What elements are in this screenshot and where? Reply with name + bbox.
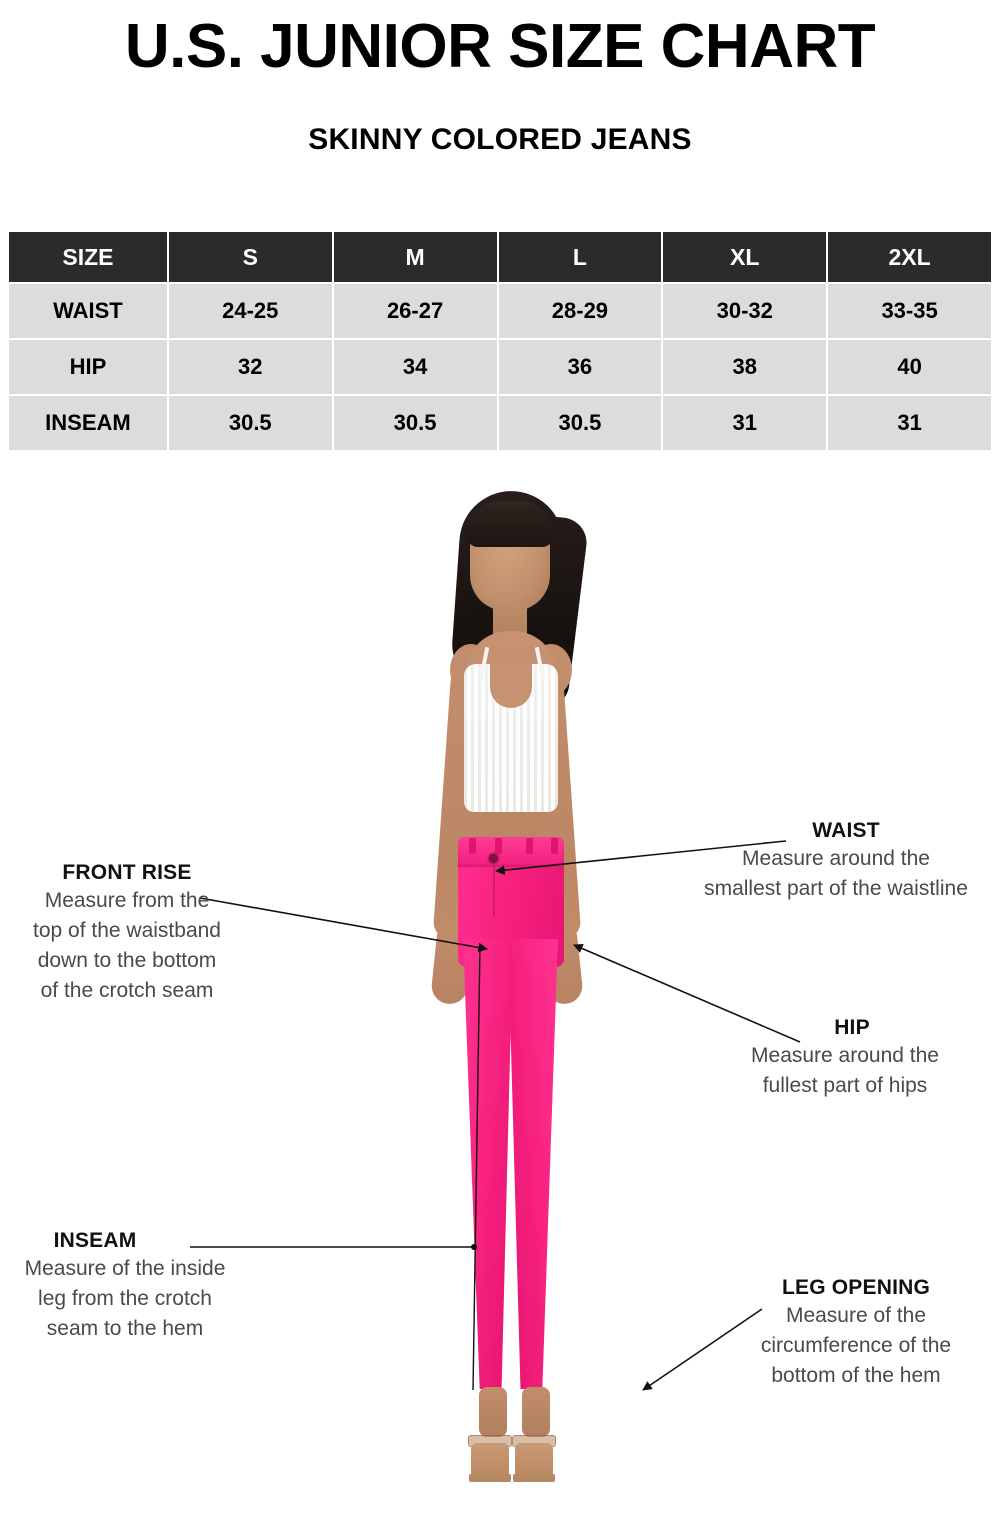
cell-hip-s: 32 <box>168 340 332 394</box>
ankle-right <box>522 1387 550 1437</box>
cell-waist-s: 24-25 <box>168 284 332 338</box>
shoe-right <box>512 1427 556 1485</box>
ankle-left <box>479 1387 507 1437</box>
crop-top-neckline <box>490 662 532 708</box>
table-header-size: SIZE <box>9 232 167 282</box>
cell-inseam-m: 30.5 <box>333 396 497 450</box>
annotation-front-rise-line3: down to the bottom <box>37 948 217 972</box>
size-chart-table: SIZE S M L XL 2XL WAIST 24-25 26-27 28-2… <box>7 230 993 452</box>
annotation-leg-opening-line2: circumference of the <box>760 1334 952 1358</box>
shoe-foot <box>471 1443 509 1477</box>
belt-loop <box>469 838 476 854</box>
shoe-foot <box>515 1443 553 1477</box>
table-header-xl: XL <box>663 232 827 282</box>
annotation-front-rise: FRONT RISE Measure from the top of the w… <box>2 859 252 1006</box>
table-header-s: S <box>168 232 332 282</box>
annotation-front-rise-line4: of the crotch seam <box>40 978 214 1002</box>
annotation-inseam-line1: Measure of the inside <box>24 1257 226 1281</box>
belt-loop <box>495 838 502 854</box>
cell-inseam-xl: 31 <box>663 396 827 450</box>
cell-inseam-s: 30.5 <box>168 396 332 450</box>
annotation-hip-label: HIP <box>834 1016 870 1039</box>
cell-hip-xl: 38 <box>663 340 827 394</box>
cell-inseam-2xl: 31 <box>828 396 991 450</box>
row-label-waist: WAIST <box>9 284 167 338</box>
jeans-button <box>489 854 498 863</box>
annotation-inseam-line2: leg from the crotch <box>38 1287 212 1311</box>
belt-loop <box>551 838 558 854</box>
row-label-hip: HIP <box>9 340 167 394</box>
annotation-hip: HIP Measure around the fullest part of h… <box>700 1014 990 1101</box>
cell-inseam-l: 30.5 <box>498 396 662 450</box>
table-header-row: SIZE S M L XL 2XL <box>9 232 991 282</box>
annotation-front-rise-line2: top of the waistband <box>33 919 221 943</box>
cell-waist-2xl: 33-35 <box>828 284 991 338</box>
annotation-leg-opening-line3: bottom of the hem <box>771 1363 941 1387</box>
jeans-leg-left <box>463 939 513 1389</box>
cell-hip-m: 34 <box>333 340 497 394</box>
cell-waist-l: 28-29 <box>498 284 662 338</box>
shoe-sole <box>469 1474 511 1482</box>
hair-front <box>466 501 554 547</box>
cell-waist-xl: 30-32 <box>663 284 827 338</box>
annotation-leg-opening-label: LEG OPENING <box>781 1276 931 1299</box>
annotation-waist-label: WAIST <box>812 819 880 842</box>
table-header-2xl: 2XL <box>828 232 991 282</box>
cell-waist-m: 26-27 <box>333 284 497 338</box>
cell-hip-2xl: 40 <box>828 340 991 394</box>
annotation-hip-line2: fullest part of hips <box>762 1074 928 1098</box>
jeans-fly-seam <box>493 865 495 917</box>
annotation-hip-line1: Measure around the <box>751 1044 939 1068</box>
shoe-sole <box>513 1474 555 1482</box>
annotation-waist-line2: smallest part of the waistline <box>704 877 968 901</box>
table-row: INSEAM 30.5 30.5 30.5 31 31 <box>9 396 991 450</box>
annotation-waist-line1: Measure around the <box>742 847 930 871</box>
table-header-m: M <box>333 232 497 282</box>
annotation-inseam-label: INSEAM <box>53 1229 137 1252</box>
annotation-leg-opening: LEG OPENING Measure of the circumference… <box>722 1274 990 1391</box>
annotation-leg-opening-line1: Measure of the <box>785 1304 927 1328</box>
annotation-front-rise-line1: Measure from the <box>44 889 210 913</box>
page-subtitle: SKINNY COLORED JEANS <box>308 123 692 157</box>
annotation-front-rise-label: FRONT RISE <box>62 861 192 884</box>
table-header-l: L <box>498 232 662 282</box>
table-row: WAIST 24-25 26-27 28-29 30-32 33-35 <box>9 284 991 338</box>
row-label-inseam: INSEAM <box>9 396 167 450</box>
annotation-inseam-line3: seam to the hem <box>46 1316 204 1340</box>
cell-hip-l: 36 <box>498 340 662 394</box>
annotation-waist: WAIST Measure around the smallest part o… <box>672 817 1000 904</box>
model-figure <box>330 469 670 1514</box>
belt-loop <box>526 838 533 854</box>
jeans-leg-right <box>508 939 558 1389</box>
annotation-inseam: INSEAM Measure of the inside leg from th… <box>0 1227 250 1344</box>
table-row: HIP 32 34 36 38 40 <box>9 340 991 394</box>
page-title: U.S. JUNIOR SIZE CHART <box>124 12 876 81</box>
shoe-left <box>468 1427 512 1485</box>
